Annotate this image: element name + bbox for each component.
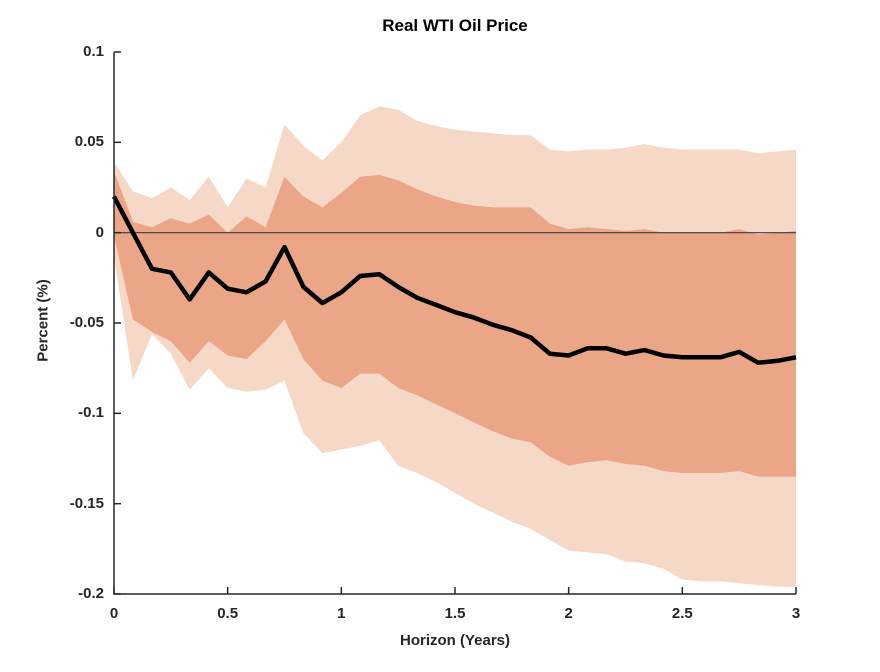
chart-title: Real WTI Oil Price <box>382 16 528 35</box>
y-tick-label: -0.2 <box>78 585 104 602</box>
x-tick-label: 1.5 <box>444 605 466 622</box>
y-tick-label: -0.1 <box>78 404 104 422</box>
y-tick-label: -0.05 <box>69 314 104 331</box>
y-tick-label: 0.05 <box>74 133 104 151</box>
x-tick-label: 2.5 <box>671 605 693 622</box>
y-tick-label: -0.15 <box>69 494 104 512</box>
x-tick-label: 0.5 <box>217 605 239 622</box>
x-tick-label: 3 <box>791 605 801 622</box>
x-tick-label: 2 <box>564 605 573 622</box>
x-axis-label: Horizon (Years) <box>399 632 511 649</box>
x-tick-label: 0 <box>109 605 119 622</box>
tick-marks <box>113 51 797 595</box>
y-tick-label: 0.1 <box>83 43 104 60</box>
y-tick-label: 0 <box>95 223 104 241</box>
x-tick-label: 1 <box>337 605 346 622</box>
median-line <box>112 195 797 365</box>
